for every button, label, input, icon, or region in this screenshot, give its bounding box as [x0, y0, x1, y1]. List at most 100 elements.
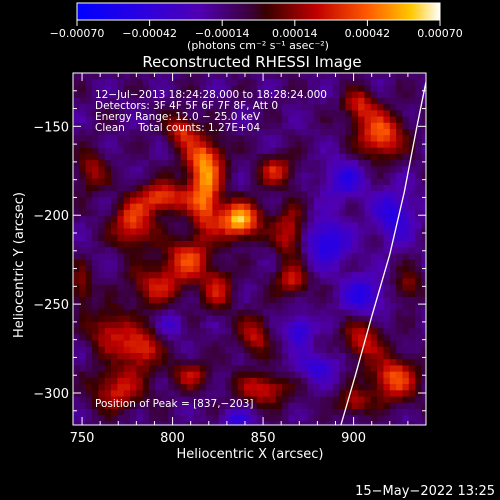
heatmap-cell [389, 353, 397, 360]
heatmap-cell [370, 315, 378, 323]
heatmap-cell [92, 122, 99, 130]
heatmap-cell [282, 409, 290, 416]
heatmap-cell [231, 315, 239, 323]
heatmap-cell [282, 340, 290, 348]
heatmap-cell [326, 122, 334, 130]
heatmap-cell [85, 365, 93, 373]
heatmap-cell [79, 384, 87, 391]
heatmap-cell [377, 135, 385, 143]
heatmap-cell [396, 153, 404, 161]
heatmap-cell [326, 85, 334, 93]
heatmap-cell [415, 396, 423, 404]
heatmap-cell [256, 222, 264, 230]
heatmap-cell [187, 147, 194, 155]
heatmap-cell [275, 172, 283, 180]
heatmap-cell [142, 390, 150, 398]
heatmap-cell [98, 91, 106, 99]
heatmap-cell [282, 241, 290, 248]
heatmap-cell [136, 79, 144, 87]
heatmap-cell [212, 209, 220, 217]
heatmap-cell [142, 153, 150, 161]
heatmap-cell [351, 153, 359, 161]
heatmap-cell [142, 253, 150, 261]
heatmap-cell [187, 104, 194, 111]
heatmap-cell [231, 359, 239, 367]
heatmap-cell [288, 421, 296, 425]
heatmap-cell [187, 340, 194, 348]
heatmap-cell [358, 321, 366, 329]
heatmap-cell [307, 85, 315, 93]
heatmap-cell [415, 402, 423, 410]
heatmap-cell [358, 141, 366, 149]
heatmap-cell [161, 191, 169, 199]
heatmap-cell [149, 234, 156, 242]
heatmap-cell [263, 79, 271, 87]
heatmap-cell [85, 371, 93, 379]
heatmap-cell [73, 97, 80, 105]
heatmap-cell [218, 153, 226, 161]
heatmap-cell [142, 359, 150, 367]
heatmap-cell [98, 216, 106, 223]
heatmap-cell [149, 340, 156, 348]
heatmap-cell [111, 265, 118, 273]
heatmap-cell [149, 191, 156, 199]
heatmap-cell [263, 253, 271, 261]
heatmap-cell [79, 122, 87, 130]
heatmap-cell [269, 191, 277, 199]
heatmap-cell [123, 73, 131, 80]
heatmap-cell [256, 365, 264, 373]
heatmap-cell [218, 178, 226, 186]
heatmap-cell [79, 85, 87, 93]
heatmap-cell [79, 241, 87, 248]
heatmap-cell [130, 421, 137, 425]
heatmap-cell [320, 340, 328, 348]
heatmap-cell [275, 259, 283, 267]
heatmap-cell [142, 104, 150, 111]
heatmap-cell [180, 97, 188, 105]
heatmap-cell [263, 241, 271, 248]
heatmap-cell [92, 104, 99, 111]
heatmap-cell [269, 197, 277, 205]
heatmap-cell [193, 290, 201, 298]
heatmap-cell [332, 315, 340, 323]
heatmap-cell [415, 241, 423, 248]
heatmap-cell [256, 346, 264, 354]
heatmap-cell [332, 247, 340, 255]
heatmap-cell [301, 104, 309, 111]
heatmap-cell [79, 228, 87, 236]
heatmap-cell [111, 321, 118, 329]
heatmap-cell [142, 234, 150, 242]
heatmap-cell [149, 97, 156, 105]
heatmap-cell [187, 315, 194, 323]
heatmap-cell [332, 73, 340, 80]
heatmap-cell [421, 97, 426, 105]
heatmap-cell [339, 377, 347, 385]
heatmap-cell [155, 160, 163, 167]
heatmap-cell [142, 216, 150, 223]
heatmap-cell [155, 265, 163, 273]
heatmap-cell [174, 396, 182, 404]
heatmap-cell [345, 73, 353, 80]
heatmap-cell [168, 340, 175, 348]
heatmap-cell [98, 359, 106, 367]
heatmap-cell [320, 284, 328, 292]
heatmap-cell [370, 222, 378, 230]
heatmap-cell [307, 141, 315, 149]
heatmap-cell [73, 278, 80, 286]
heatmap-cell [282, 265, 290, 273]
heatmap-cell [212, 191, 220, 199]
heatmap-cell [218, 209, 226, 217]
heatmap-cell [136, 253, 144, 261]
heatmap-cell [421, 209, 426, 217]
heatmap-cell [98, 290, 106, 298]
heatmap-cell [263, 191, 271, 199]
heatmap-cell [383, 365, 391, 373]
heatmap-cell [377, 353, 385, 360]
heatmap-cell [212, 371, 220, 379]
heatmap-cell [174, 216, 182, 223]
heatmap-cell [389, 384, 397, 391]
heatmap-cell [256, 259, 264, 267]
heatmap-cell [320, 116, 328, 124]
heatmap-cell [408, 321, 416, 329]
heatmap-cell [123, 185, 131, 192]
